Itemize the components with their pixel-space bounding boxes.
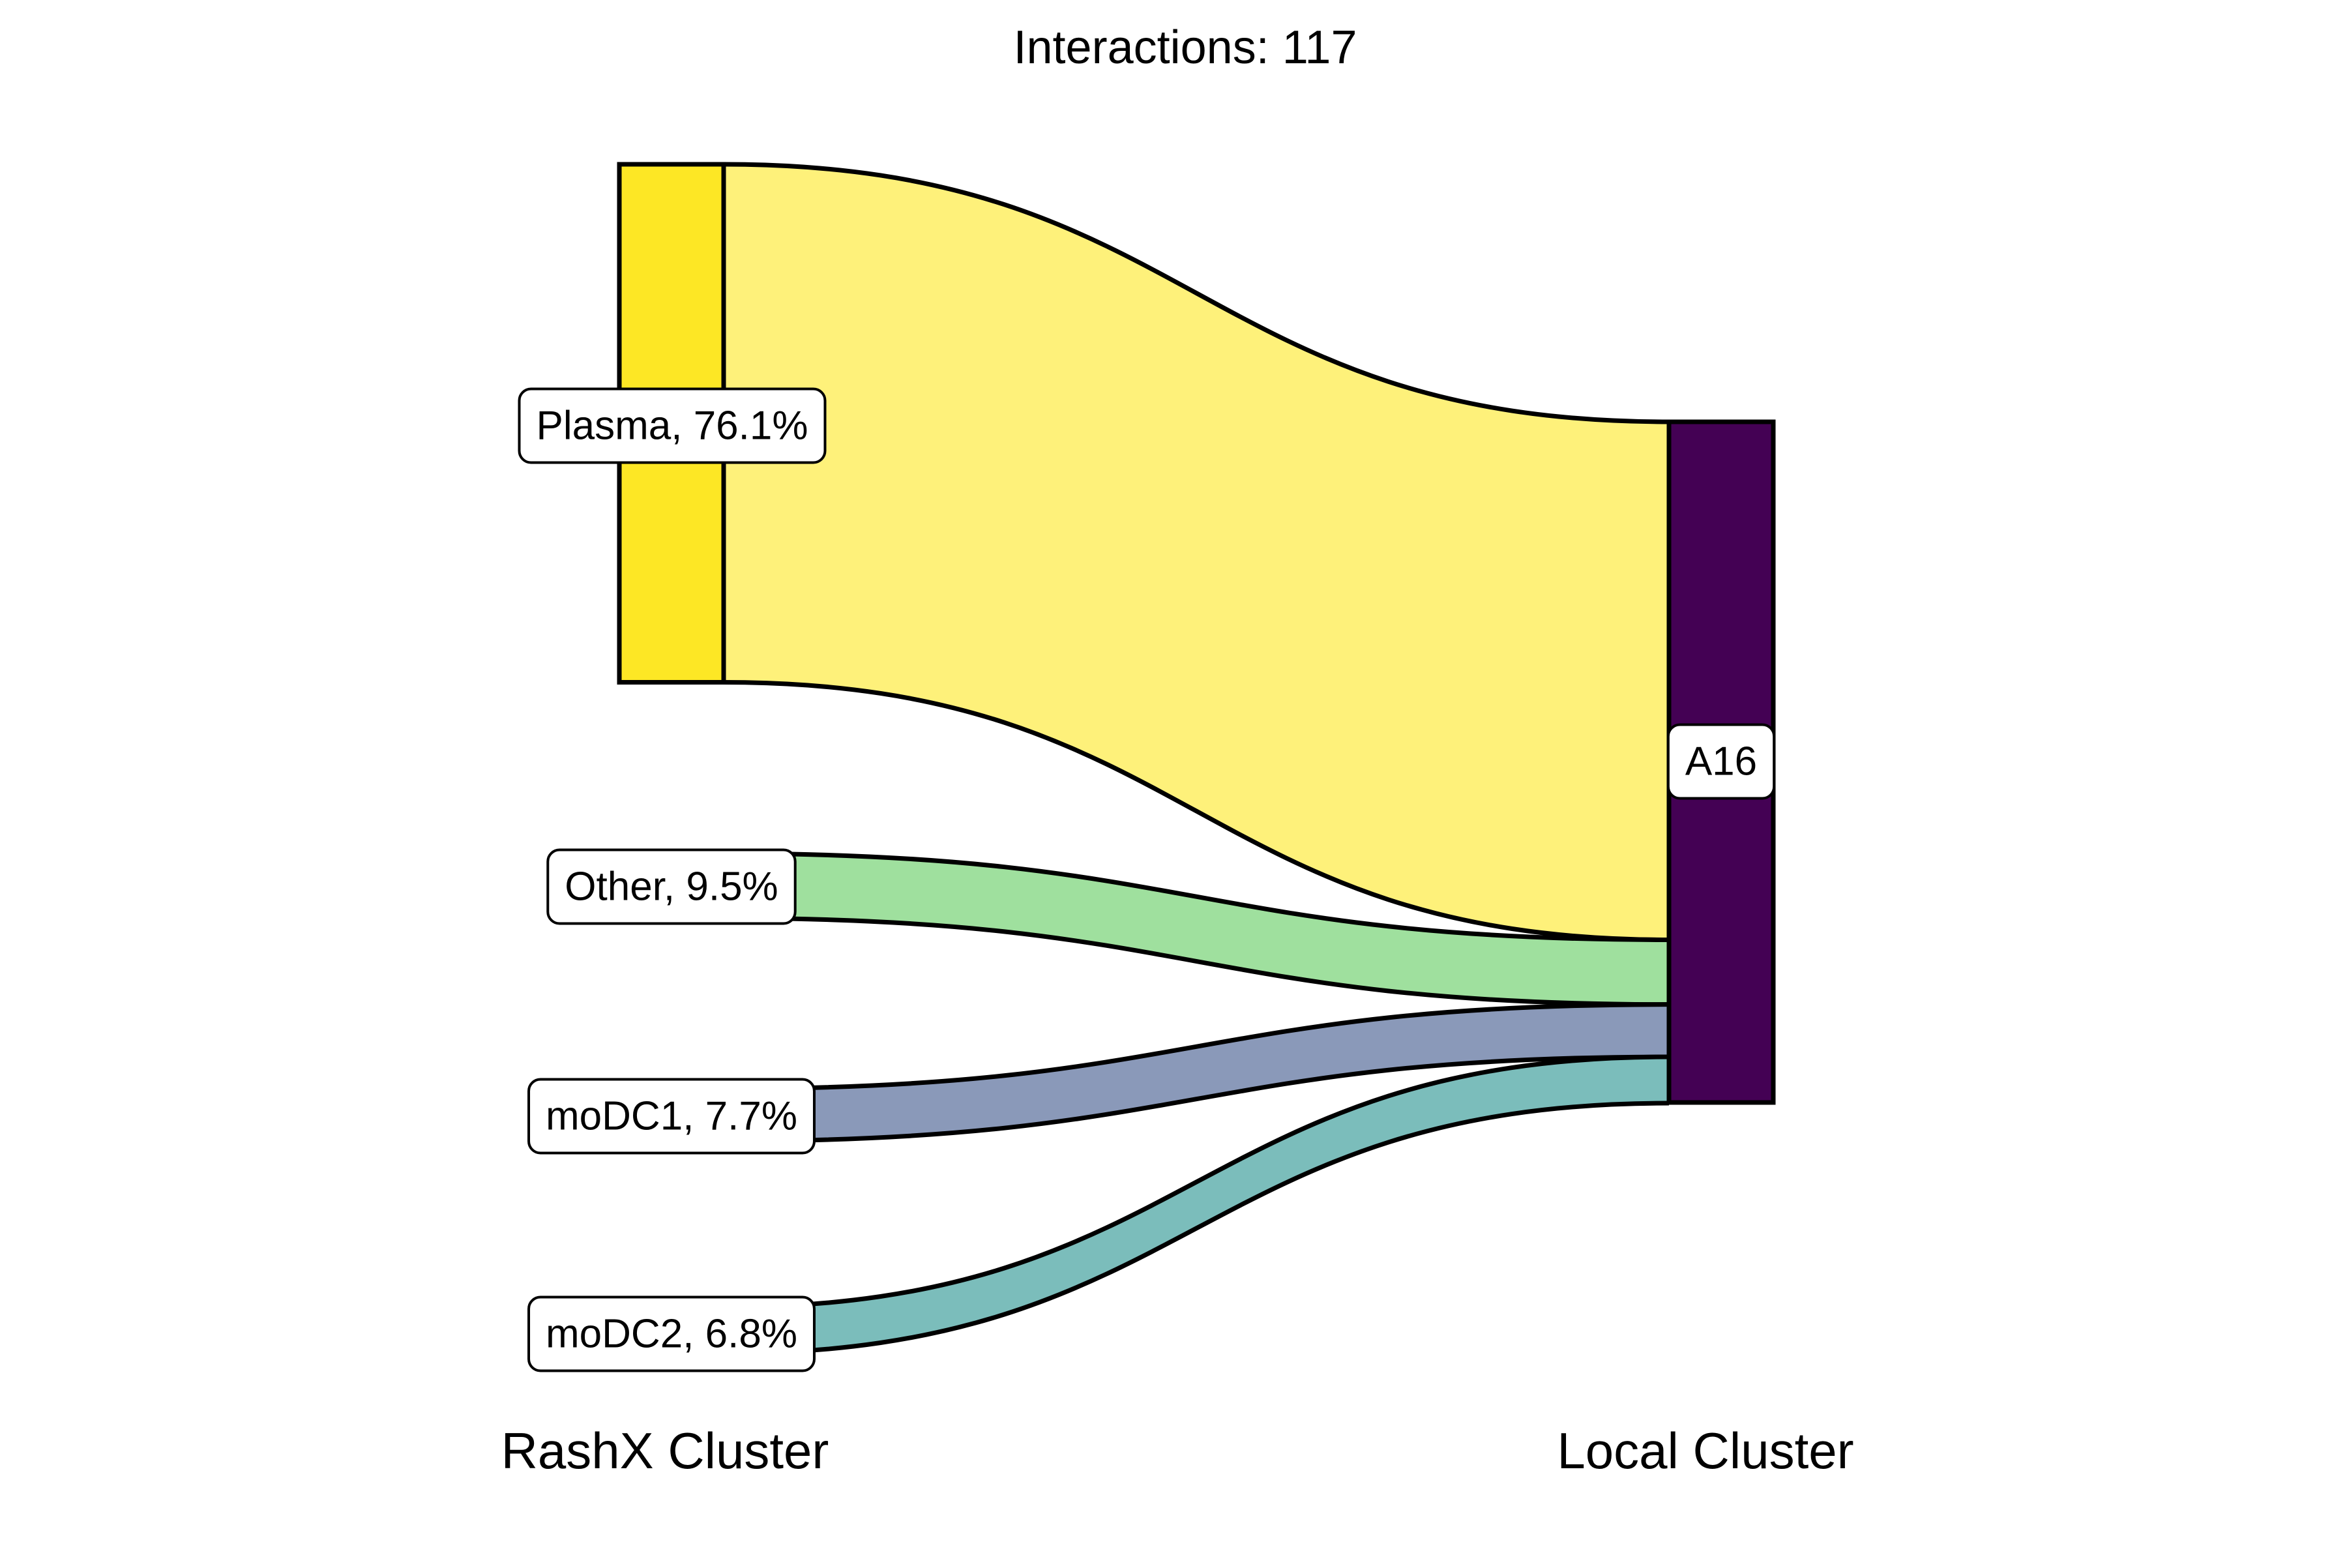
chart-title: Interactions: 117 [1014, 22, 1357, 74]
node-label-modc1: moDC1, 7.7% [527, 1078, 816, 1155]
node-label-a16-box [1666, 723, 1776, 800]
node-label-other-text: Other, 9.5% [565, 865, 778, 910]
node-label-other-box [546, 848, 797, 925]
axis-label-rashx-cluster: RashX Cluster [501, 1422, 829, 1479]
flow-other-to-a16 [724, 853, 1669, 1005]
node-label-modc1-box [527, 1078, 816, 1155]
node-label-other: Other, 9.5% [546, 848, 797, 925]
node-label-modc2-box [527, 1295, 816, 1372]
flow-edge-top-plasma [723, 162, 1670, 424]
flow-edge-bottom-other [723, 915, 1670, 1007]
flow-edge-bottom-modc2 [723, 1101, 1670, 1356]
node-label-modc2: moDC2, 6.8% [527, 1295, 816, 1372]
node-label-plasma: Plasma, 76.1% [518, 387, 827, 464]
node-label-modc2-text: moDC2, 6.8% [546, 1312, 797, 1357]
flow-edge-top-modc2 [723, 1054, 1670, 1310]
flow-plasma-to-a16 [724, 164, 1669, 940]
node-label-a16-text: A16 [1685, 739, 1757, 784]
node-label-a16: A16 [1666, 723, 1776, 800]
flow-edge-top-other [723, 851, 1670, 942]
node-label-plasma-box [518, 387, 827, 464]
labels-group: Plasma, 76.1% Other, 9.5% moDC1, 7.7% moDC2… [518, 387, 1776, 1372]
node-label-plasma-text: Plasma, 76.1% [537, 404, 808, 449]
flow-edge-bottom-modc1 [723, 1054, 1670, 1144]
flows-group [723, 162, 1670, 1356]
flow-edge-top-modc1 [723, 1002, 1670, 1091]
flow-modc2-to-a16 [724, 1057, 1669, 1354]
axis-label-local-cluster: Local Cluster [1557, 1422, 1853, 1479]
flow-edge-bottom-plasma [723, 679, 1670, 942]
node-label-modc1-text: moDC1, 7.7% [546, 1094, 797, 1139]
flow-modc1-to-a16 [724, 1004, 1669, 1142]
